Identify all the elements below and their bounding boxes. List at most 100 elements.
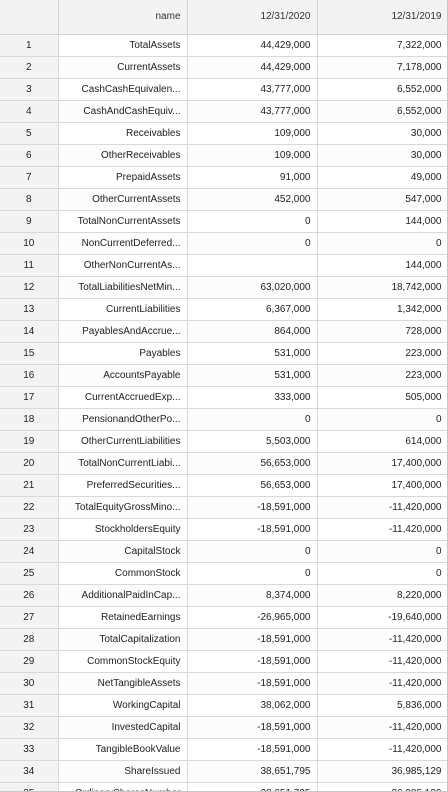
row-index-cell[interactable]: 19 <box>0 430 59 453</box>
row-value-2020-cell[interactable] <box>187 254 318 277</box>
table-row[interactable]: 9 TotalNonCurrentAssets 0 144,000 <box>0 210 447 233</box>
row-index-cell[interactable]: 33 <box>0 738 59 761</box>
row-value-2019-cell[interactable]: -11,420,000 <box>317 716 447 739</box>
row-name-cell[interactable]: TotalNonCurrentAssets <box>58 210 188 233</box>
row-name-cell[interactable]: PrepaidAssets <box>58 166 188 189</box>
row-value-2019-cell[interactable]: -11,420,000 <box>317 496 447 519</box>
row-value-2019-cell[interactable]: -11,420,000 <box>317 650 447 673</box>
row-index-cell[interactable]: 10 <box>0 232 59 255</box>
table-row[interactable]: 5 Receivables 109,000 30,000 <box>0 122 447 145</box>
row-name-cell[interactable]: CapitalStock <box>58 540 188 563</box>
row-index-cell[interactable]: 34 <box>0 760 59 783</box>
row-name-cell[interactable]: TotalLiabilitiesNetMin... <box>58 276 188 299</box>
row-index-cell[interactable]: 3 <box>0 78 59 101</box>
row-index-cell[interactable]: 14 <box>0 320 59 343</box>
row-value-2019-cell[interactable]: 223,000 <box>317 342 447 365</box>
row-value-2019-cell[interactable]: 36,985,129 <box>317 760 447 783</box>
row-name-cell[interactable]: CashCashEquivalen... <box>58 78 188 101</box>
table-row[interactable]: 29 CommonStockEquity -18,591,000 -11,420,00… <box>0 650 447 673</box>
table-row[interactable]: 8 OtherCurrentAssets 452,000 547,000 <box>0 188 447 211</box>
row-value-2019-cell[interactable]: -11,420,000 <box>317 738 447 761</box>
row-name-cell[interactable]: CommonStockEquity <box>58 650 188 673</box>
row-value-2019-cell[interactable]: -11,420,000 <box>317 518 447 541</box>
row-value-2019-cell[interactable]: -19,640,000 <box>317 606 447 629</box>
row-index-cell[interactable]: 5 <box>0 122 59 145</box>
row-value-2020-cell[interactable]: -18,591,000 <box>187 628 318 651</box>
row-index-cell[interactable]: 22 <box>0 496 59 519</box>
row-index-cell[interactable]: 28 <box>0 628 59 651</box>
table-row[interactable]: 11 OtherNonCurrentAs... 144,000 <box>0 254 447 277</box>
row-value-2020-cell[interactable]: -18,591,000 <box>187 738 318 761</box>
row-value-2020-cell[interactable]: 56,653,000 <box>187 474 318 497</box>
name-column-header[interactable]: name <box>58 0 188 35</box>
row-name-cell[interactable]: NonCurrentDeferred... <box>58 232 188 255</box>
table-row[interactable]: 24 CapitalStock 0 0 <box>0 540 447 563</box>
row-value-2019-cell[interactable]: 6,552,000 <box>317 78 447 101</box>
row-index-cell[interactable]: 13 <box>0 298 59 321</box>
row-value-2020-cell[interactable]: 8,374,000 <box>187 584 318 607</box>
table-row[interactable]: 20 TotalNonCurrentLiabi... 56,653,000 17,40… <box>0 452 447 475</box>
index-column-header[interactable] <box>0 0 59 35</box>
row-value-2020-cell[interactable]: 43,777,000 <box>187 100 318 123</box>
row-index-cell[interactable]: 20 <box>0 452 59 475</box>
row-value-2020-cell[interactable]: -26,965,000 <box>187 606 318 629</box>
row-value-2020-cell[interactable]: 109,000 <box>187 144 318 167</box>
row-value-2019-cell[interactable]: 17,400,000 <box>317 474 447 497</box>
row-name-cell[interactable]: WorkingCapital <box>58 694 188 717</box>
row-name-cell[interactable]: OtherCurrentLiabilities <box>58 430 188 453</box>
row-index-cell[interactable]: 29 <box>0 650 59 673</box>
table-row[interactable]: 18 PensionandOtherPo... 0 0 <box>0 408 447 431</box>
row-value-2020-cell[interactable]: -18,591,000 <box>187 716 318 739</box>
row-name-cell[interactable]: TotalEquityGrossMino... <box>58 496 188 519</box>
row-name-cell[interactable]: OtherCurrentAssets <box>58 188 188 211</box>
row-index-cell[interactable]: 26 <box>0 584 59 607</box>
row-index-cell[interactable]: 4 <box>0 100 59 123</box>
row-name-cell[interactable]: CurrentLiabilities <box>58 298 188 321</box>
row-value-2019-cell[interactable]: 7,178,000 <box>317 56 447 79</box>
table-row[interactable]: 28 TotalCapitalization -18,591,000 -11,420,… <box>0 628 447 651</box>
table-row[interactable]: 6 OtherReceivables 109,000 30,000 <box>0 144 447 167</box>
row-name-cell[interactable]: CashAndCashEquiv... <box>58 100 188 123</box>
row-value-2020-cell[interactable]: 43,777,000 <box>187 78 318 101</box>
row-value-2019-cell[interactable]: 36,985,129 <box>317 782 447 791</box>
row-index-cell[interactable]: 7 <box>0 166 59 189</box>
row-value-2019-cell[interactable]: 144,000 <box>317 254 447 277</box>
row-value-2020-cell[interactable]: 44,429,000 <box>187 34 318 57</box>
table-row[interactable]: 19 OtherCurrentLiabilities 5,503,000 614,00… <box>0 430 447 453</box>
row-value-2020-cell[interactable]: 63,020,000 <box>187 276 318 299</box>
table-row[interactable]: 16 AccountsPayable 531,000 223,000 <box>0 364 447 387</box>
table-row[interactable]: 14 PayablesAndAccrue... 864,000 728,000 <box>0 320 447 343</box>
table-row[interactable]: 26 AdditionalPaidInCap... 8,374,000 8,220,0… <box>0 584 447 607</box>
row-name-cell[interactable]: TangibleBookValue <box>58 738 188 761</box>
row-value-2020-cell[interactable]: 38,651,795 <box>187 782 318 791</box>
row-value-2020-cell[interactable]: 6,367,000 <box>187 298 318 321</box>
row-value-2020-cell[interactable]: 333,000 <box>187 386 318 409</box>
row-value-2019-cell[interactable]: 6,552,000 <box>317 100 447 123</box>
table-row[interactable]: 12 TotalLiabilitiesNetMin... 63,020,000 18,… <box>0 276 447 299</box>
row-value-2020-cell[interactable]: 5,503,000 <box>187 430 318 453</box>
row-value-2020-cell[interactable]: 452,000 <box>187 188 318 211</box>
row-value-2019-cell[interactable]: 144,000 <box>317 210 447 233</box>
row-index-cell[interactable]: 35 <box>0 782 59 791</box>
row-value-2020-cell[interactable]: 0 <box>187 540 318 563</box>
row-index-cell[interactable]: 32 <box>0 716 59 739</box>
table-row[interactable]: 25 CommonStock 0 0 <box>0 562 447 585</box>
table-row[interactable]: 3 CashCashEquivalen... 43,777,000 6,552,000 <box>0 78 447 101</box>
row-value-2019-cell[interactable]: 0 <box>317 540 447 563</box>
row-index-cell[interactable]: 2 <box>0 56 59 79</box>
row-value-2020-cell[interactable]: 38,651,795 <box>187 760 318 783</box>
row-value-2020-cell[interactable]: 531,000 <box>187 342 318 365</box>
row-index-cell[interactable]: 1 <box>0 34 59 57</box>
row-name-cell[interactable]: NetTangibleAssets <box>58 672 188 695</box>
row-value-2020-cell[interactable]: 0 <box>187 408 318 431</box>
row-name-cell[interactable]: StockholdersEquity <box>58 518 188 541</box>
row-name-cell[interactable]: PreferredSecurities... <box>58 474 188 497</box>
row-value-2019-cell[interactable]: -11,420,000 <box>317 628 447 651</box>
row-name-cell[interactable]: RetainedEarnings <box>58 606 188 629</box>
row-name-cell[interactable]: OtherReceivables <box>58 144 188 167</box>
table-row[interactable]: 15 Payables 531,000 223,000 <box>0 342 447 365</box>
row-name-cell[interactable]: Receivables <box>58 122 188 145</box>
row-value-2020-cell[interactable]: 0 <box>187 562 318 585</box>
table-row[interactable]: 1 TotalAssets 44,429,000 7,322,000 <box>0 34 447 57</box>
table-row[interactable]: 33 TangibleBookValue -18,591,000 -11,420,00… <box>0 738 447 761</box>
